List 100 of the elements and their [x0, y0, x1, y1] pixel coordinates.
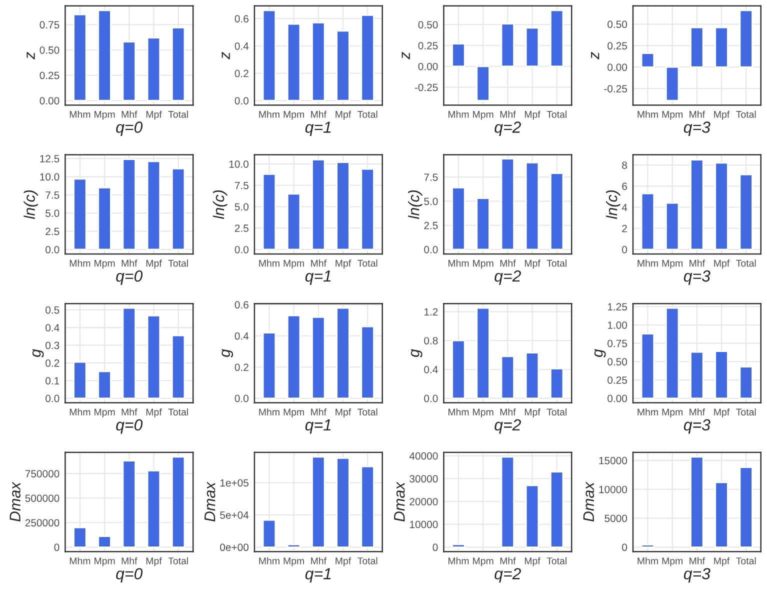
x-tick-label: Total: [358, 260, 378, 267]
x-tick-label: Mpf: [146, 260, 162, 269]
x-tick-label: Mhm: [70, 260, 90, 267]
y-tick-label: 2.5: [46, 228, 60, 236]
bar: [640, 192, 655, 250]
y-axis-title: ln(c): [408, 190, 422, 219]
y-tick-label: 0.0: [234, 394, 248, 402]
bar: [690, 351, 704, 399]
y-tick-label: 750000: [25, 470, 60, 478]
y-axis-title: z: [591, 52, 600, 60]
x-axis-title: q=2: [494, 122, 521, 136]
bar: [360, 326, 374, 399]
bar: [525, 27, 540, 68]
y-tick-label: 5e+04: [220, 511, 249, 519]
x-tick-label: Total: [168, 260, 188, 267]
y-tick-label: 0.00: [40, 97, 60, 104]
x-tick-label: Mhm: [448, 110, 469, 118]
y-tick-label: 1.00: [608, 321, 628, 329]
x-axis-title: q=3: [684, 122, 710, 136]
bar: [500, 158, 515, 250]
y-tick-label: 0.00: [608, 64, 628, 71]
bar: [714, 26, 728, 68]
bar: [714, 162, 728, 250]
x-tick-label: Mhm: [70, 110, 90, 118]
y-tick-label: 0: [54, 544, 60, 552]
bar: [550, 10, 564, 68]
bar: [73, 14, 87, 102]
y-axis-title: g: [222, 349, 234, 358]
y-axis-title: ln(c): [606, 190, 620, 219]
x-axis-title: q=1: [305, 122, 331, 136]
y-tick-label: 0.75: [608, 340, 627, 348]
y-tick-label: 0.6: [234, 15, 248, 22]
x-tick-label: Total: [358, 557, 378, 564]
bar: [640, 52, 655, 68]
x-tick-label: Mhf: [311, 408, 327, 416]
y-tick-label: 10000: [410, 520, 438, 528]
y-axis-title: z: [222, 52, 230, 60]
y-tick-label: 1e+05: [220, 479, 248, 487]
bar: [665, 307, 680, 399]
bar: [476, 66, 490, 102]
bar: [336, 162, 350, 250]
bar: [336, 458, 350, 548]
y-axis-title: g: [410, 349, 422, 358]
bar: [739, 466, 753, 548]
y-tick-label: 0.0: [234, 97, 248, 104]
y-tick-label: 0.6: [234, 301, 248, 309]
x-tick-label: Mpf: [524, 260, 540, 269]
y-tick-label: 10.0: [40, 173, 60, 181]
x-tick-label: Mpm: [662, 111, 682, 120]
x-tick-label: Mhf: [122, 260, 138, 267]
y-tick-label: 0.0: [424, 394, 438, 402]
x-tick-label: Mpm: [284, 111, 304, 120]
x-tick-label: Mhm: [638, 557, 658, 564]
bar: [312, 159, 326, 250]
x-tick-label: Mpf: [714, 260, 730, 269]
y-tick-label: 0: [622, 246, 628, 254]
x-tick-label: Mpf: [524, 557, 540, 566]
bar: [312, 456, 326, 548]
bar: [171, 334, 186, 399]
x-tick-label: Mhf: [690, 408, 706, 416]
y-tick-label: 1.2: [424, 308, 438, 316]
bar: [73, 178, 87, 250]
y-tick-label: 7.5: [424, 174, 438, 181]
x-tick-label: Mpm: [284, 408, 304, 418]
x-tick-label: Mhf: [500, 110, 516, 118]
bar: [336, 307, 350, 399]
bar: [640, 544, 655, 548]
x-tick-label: Mpf: [714, 557, 730, 566]
x-axis-title: q=2: [494, 270, 521, 285]
y-tick-label: 0.4: [424, 366, 438, 374]
bar: [98, 370, 112, 399]
y-tick-label: 40000: [409, 452, 438, 460]
x-tick-label: Mpm: [284, 260, 304, 269]
x-tick-label: Mpm: [473, 260, 494, 269]
bar: [122, 158, 136, 250]
bar: [98, 536, 112, 548]
bar: [550, 368, 564, 399]
bar: [171, 456, 186, 548]
x-axis-title: q=1: [305, 419, 331, 434]
x-tick-label: Mpm: [473, 408, 494, 418]
y-tick-label: 30000: [410, 475, 438, 483]
x-tick-label: Mpf: [336, 408, 352, 418]
x-tick-label: Mhm: [638, 110, 658, 118]
x-tick-label: Mpf: [336, 110, 352, 120]
y-tick-label: 5.0: [46, 210, 60, 217]
x-tick-label: Mhf: [690, 557, 706, 564]
y-tick-label: 0: [622, 544, 628, 552]
bar: [312, 316, 326, 399]
y-tick-label: 7.5: [234, 182, 248, 190]
x-tick-label: Mhm: [259, 557, 280, 564]
y-tick-label: 500000: [25, 494, 60, 502]
bar: [500, 456, 515, 548]
bar: [286, 23, 301, 102]
y-tick-label: 20000: [410, 498, 438, 506]
y-tick-label: 250000: [25, 519, 60, 527]
bar: [98, 10, 112, 102]
bar: [262, 10, 276, 102]
x-tick-label: Mhm: [638, 260, 658, 267]
y-tick-label: 0.5: [46, 306, 60, 314]
bar: [550, 172, 564, 250]
